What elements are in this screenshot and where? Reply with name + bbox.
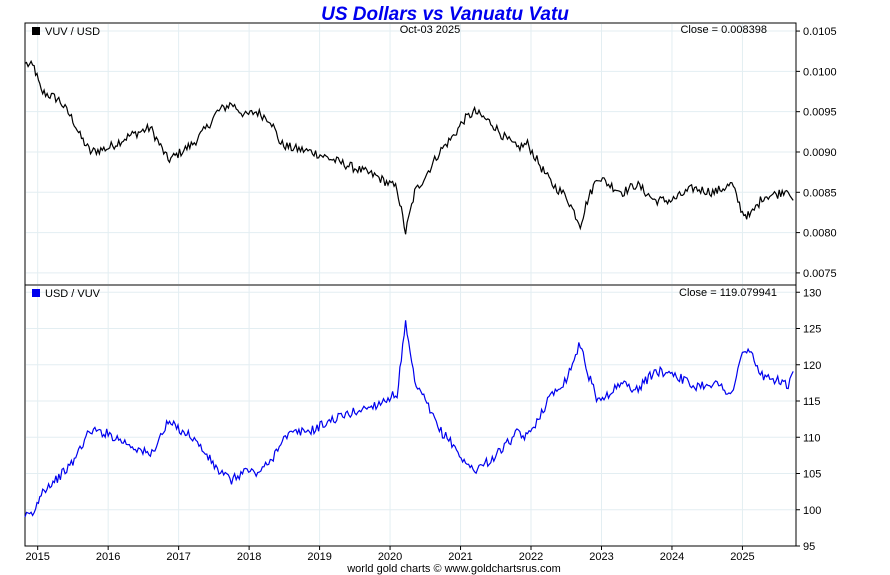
grid-lines — [26, 286, 795, 545]
x-tick-label: 2015 — [25, 551, 49, 563]
y-tick-label: 0.0080 — [803, 228, 837, 240]
y-tick-label: 0.0095 — [803, 107, 837, 119]
chart-title: US Dollars vs Vanuatu Vatu — [321, 4, 569, 25]
legend-label: VUV / USD — [45, 26, 100, 38]
close-label: Close = 119.079941 — [679, 287, 777, 299]
y-tick-label: 115 — [803, 396, 821, 408]
y-tick-label: 0.0105 — [803, 26, 837, 38]
legend-swatch — [32, 27, 40, 35]
x-tick-label: 2022 — [519, 551, 543, 563]
x-axis: 2015 2016 2017 2018 2019 2020 2021 2022 2023 2024… — [25, 546, 755, 563]
y-axis: 0.0075 0.0080 0.0085 0.0090 0.0095 0.0100 0.01… — [796, 26, 837, 280]
date-label: Oct-03 2025 — [400, 24, 461, 36]
x-tick-label: 2017 — [166, 551, 190, 563]
legend-label: USD / VUV — [45, 288, 101, 300]
y-tick-label: 120 — [803, 360, 821, 372]
close-label: Close = 0.008398 — [680, 24, 767, 36]
y-tick-label: 95 — [803, 541, 815, 553]
y-tick-label: 110 — [803, 432, 821, 444]
x-tick-label: 2024 — [660, 551, 684, 563]
x-tick-label: 2020 — [378, 551, 402, 563]
y-axis: 95 100 105 110 115 120 125 130 — [796, 287, 821, 553]
y-tick-label: 130 — [803, 287, 821, 299]
x-tick-label: 2025 — [730, 551, 754, 563]
legend-swatch — [32, 289, 40, 297]
panel-frame — [24, 284, 797, 547]
y-tick-label: 100 — [803, 505, 821, 517]
x-tick-label: 2021 — [448, 551, 472, 563]
y-tick-label: 0.0100 — [803, 66, 837, 78]
series-line — [24, 59, 794, 235]
x-tick-label: 2019 — [307, 551, 331, 563]
x-tick-label: 2023 — [589, 551, 613, 563]
x-tick-label: 2018 — [237, 551, 261, 563]
y-tick-label: 0.0090 — [803, 147, 837, 159]
grid-lines — [26, 24, 795, 284]
footer-credit: world gold charts © www.goldchartsrus.co… — [346, 563, 561, 575]
panel-frame — [24, 22, 797, 286]
y-tick-label: 105 — [803, 469, 821, 481]
y-tick-label: 0.0085 — [803, 187, 837, 199]
y-tick-label: 0.0075 — [803, 268, 837, 280]
series-line — [24, 320, 794, 518]
x-tick-label: 2016 — [96, 551, 120, 563]
panel-usd-vuv: USD / VUV Close = 119.079941 95 100 105 110… — [24, 284, 821, 553]
y-tick-label: 125 — [803, 324, 821, 336]
panel-vuv-usd: VUV / USD Oct-03 2025 Close = 0.008398 0… — [24, 22, 837, 286]
